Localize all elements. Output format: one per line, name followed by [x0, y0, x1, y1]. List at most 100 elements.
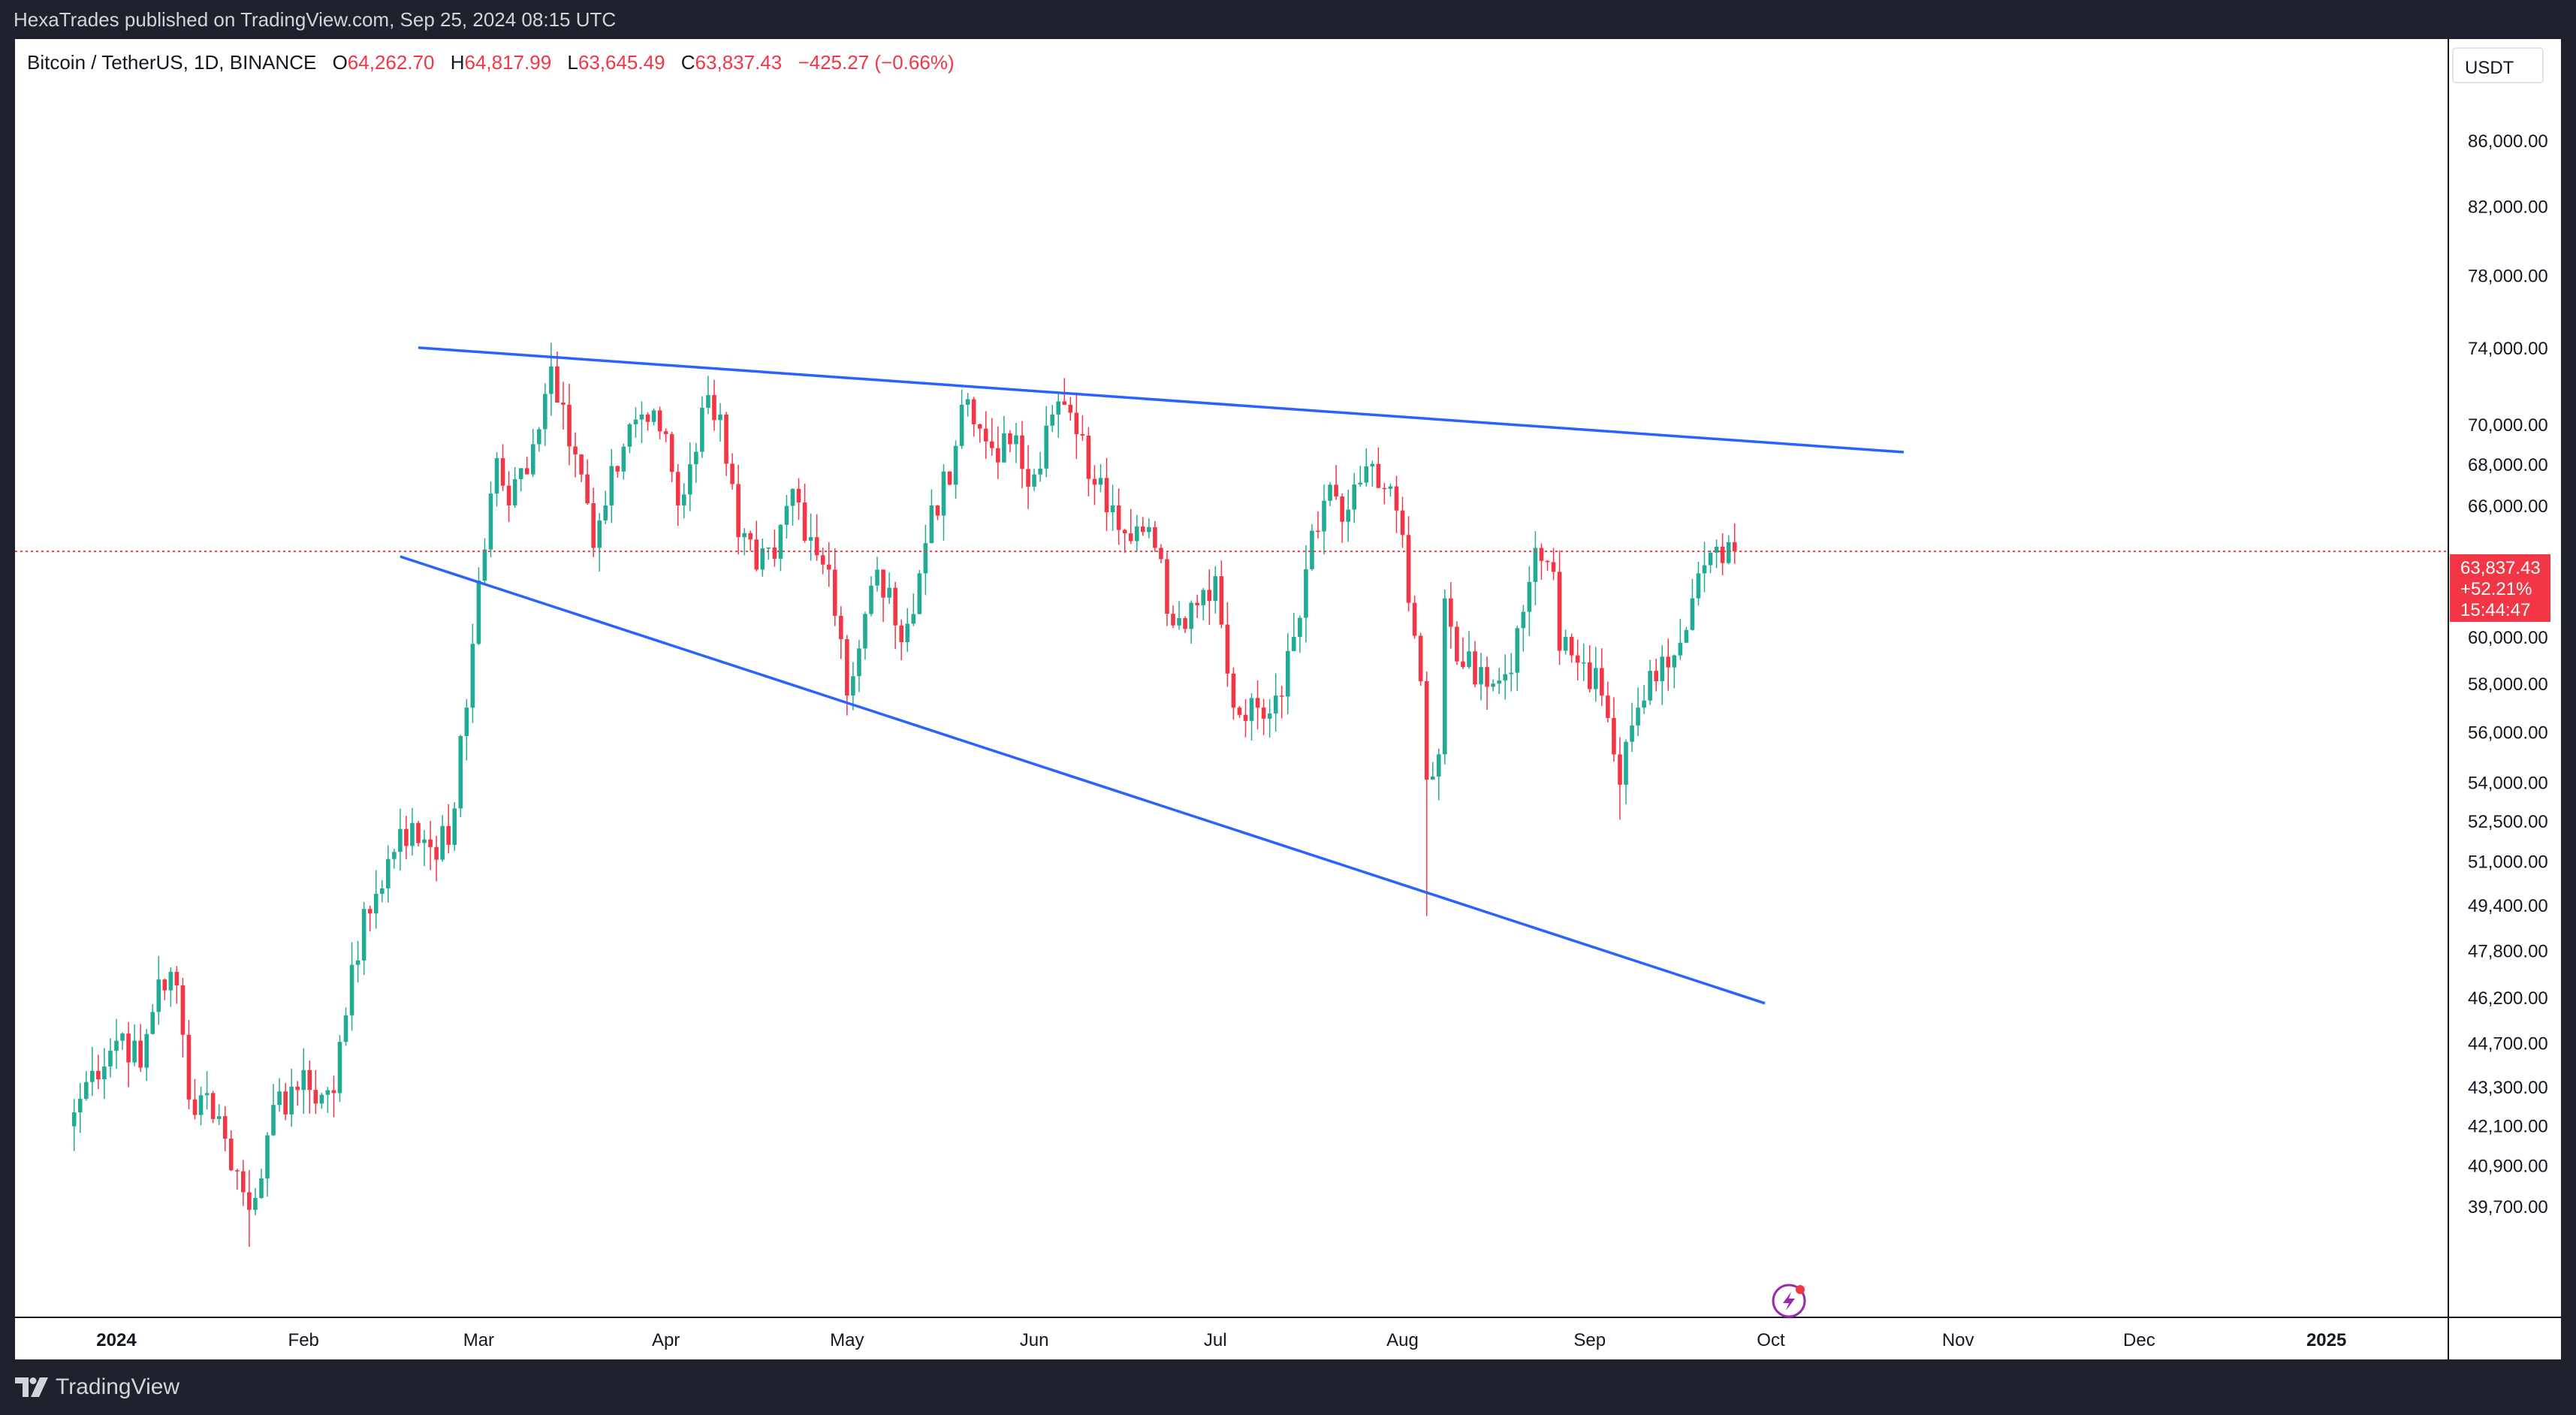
candle-body [1654, 671, 1658, 682]
candle-body [778, 524, 783, 559]
candle-body [669, 434, 674, 472]
candle-body [1153, 526, 1157, 548]
candle-body [603, 505, 608, 520]
price-axis[interactable]: 86,000.00 82,000.00 78,000.00 74,000.00 70,0… [2468, 131, 2548, 1217]
candle-body [651, 410, 656, 422]
legend-symbol: Bitcoin / TetherUS, 1D, BINANCE [27, 51, 316, 74]
candle-body [724, 414, 728, 464]
candle-body [422, 839, 427, 843]
candle-body [512, 479, 517, 505]
x-tick-label: 2024 [96, 1330, 137, 1350]
candle-body [1455, 626, 1459, 662]
candle-body [398, 828, 403, 852]
candle-body [996, 448, 1000, 463]
candle-body [609, 466, 614, 505]
chart-frame[interactable]: 86,000.00 82,000.00 78,000.00 74,000.00 70,0… [15, 39, 2561, 1359]
candle-body [458, 736, 463, 809]
candle-body [941, 471, 946, 516]
candle-body [307, 1070, 312, 1091]
candle-body [1400, 510, 1405, 536]
candle-body [102, 1066, 107, 1080]
candle-body [476, 581, 481, 644]
candle-body [1575, 655, 1580, 663]
y-tick-label: 46,200.00 [2468, 988, 2548, 1009]
candle-body [518, 468, 523, 480]
legend-o-label: O [333, 51, 348, 74]
y-tick-label: 66,000.00 [2468, 496, 2548, 517]
candle-body [386, 858, 391, 889]
candle-body [869, 585, 873, 614]
candle-body [1267, 714, 1272, 719]
y-tick-label: 47,800.00 [2468, 941, 2548, 961]
x-tick-label: Feb [288, 1330, 319, 1350]
candle-body [1026, 469, 1030, 487]
candle-body [742, 533, 747, 538]
legend-low: 63,645.49 [578, 51, 665, 74]
candle-body [657, 410, 662, 432]
candle-body [1141, 526, 1145, 533]
candle-body [90, 1070, 95, 1082]
candle-body [156, 979, 161, 1012]
x-tick-label: Jul [1204, 1330, 1227, 1350]
candle-body [1298, 617, 1302, 637]
candle-body [530, 444, 535, 475]
candle-body [579, 454, 584, 475]
candle-body [1406, 535, 1411, 603]
currency-label[interactable]: USDT [2465, 58, 2514, 78]
trendline[interactable] [418, 346, 1904, 454]
candle-body [1545, 560, 1550, 563]
candle-body [500, 458, 505, 486]
candle-body [1563, 637, 1568, 651]
candle-body [126, 1033, 131, 1063]
candle-body [1473, 651, 1477, 685]
candle-body [373, 894, 379, 914]
chart-svg[interactable]: 86,000.00 82,000.00 78,000.00 74,000.00 70,0… [15, 39, 2561, 1359]
candle-body [1074, 412, 1079, 435]
x-tick-label: Jun [1020, 1330, 1049, 1350]
candle-body [1666, 656, 1671, 668]
candle-body [1213, 576, 1218, 602]
candle-body [1569, 637, 1574, 656]
candle-body [1008, 433, 1012, 445]
candle-body [826, 564, 831, 570]
currency-box[interactable] [2452, 47, 2544, 83]
tradingview-logo-icon [15, 1377, 48, 1397]
candle-body [1527, 581, 1532, 612]
y-tick-label: 40,900.00 [2468, 1157, 2548, 1177]
candle-body [1207, 590, 1212, 602]
candle-body [1660, 656, 1665, 682]
candle-body [216, 1116, 222, 1119]
tradingview-logo[interactable]: TradingView [15, 1371, 179, 1403]
candle-body [132, 1040, 137, 1063]
candle-body [1551, 562, 1556, 572]
candle-body [1334, 484, 1338, 497]
candle-body [1243, 714, 1248, 721]
time-axis[interactable]: 2024 Feb Mar Apr May Jun Jul Aug Sep Oct Nov Dec 202… [96, 1330, 2346, 1350]
candle-body [1219, 576, 1224, 625]
candle-body [295, 1086, 300, 1091]
candle-body [1443, 598, 1447, 755]
candle-body [470, 644, 475, 708]
y-tick-label: 74,000.00 [2468, 339, 2548, 359]
candle-body [881, 569, 885, 598]
candle-body [645, 414, 650, 422]
candle-body [1612, 717, 1616, 755]
price-tag-pct: +52.21% [2460, 579, 2532, 599]
candle-body [1159, 548, 1163, 560]
candle-body [839, 615, 843, 640]
legend-close: 63,837.43 [695, 51, 783, 74]
candle-body [1630, 725, 1634, 742]
trendline[interactable] [400, 555, 1766, 1005]
candle-body [1098, 478, 1103, 485]
candle-body [1708, 552, 1713, 566]
candle-body [893, 587, 897, 626]
publish-info: HexaTrades published on TradingView.com,… [14, 8, 617, 31]
lightning-icon[interactable] [1772, 1284, 1806, 1318]
candle-body [283, 1091, 288, 1115]
candle-body [790, 488, 795, 506]
y-tick-label: 49,400.00 [2468, 896, 2548, 916]
candle-body [210, 1093, 216, 1119]
candle-body [887, 587, 891, 598]
candle-body [1056, 401, 1061, 415]
candle-body [730, 463, 734, 484]
